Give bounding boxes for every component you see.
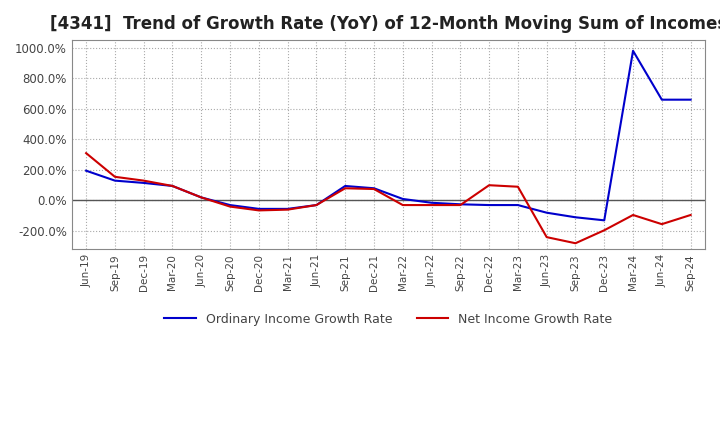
Ordinary Income Growth Rate [686,97,695,103]
Ordinary Income Growth Rate [629,48,637,53]
Legend: Ordinary Income Growth Rate, Net Income Growth Rate: Ordinary Income Growth Rate, Net Income … [159,308,618,331]
Ordinary Income Growth Rate [341,183,349,189]
Ordinary Income Growth Rate [168,183,177,189]
Net Income Growth Rate [686,213,695,218]
Net Income Growth Rate [629,213,637,218]
Net Income Growth Rate [111,174,120,180]
Ordinary Income Growth Rate [456,202,464,207]
Net Income Growth Rate [341,186,349,191]
Net Income Growth Rate [513,184,522,189]
Net Income Growth Rate [226,204,235,209]
Net Income Growth Rate [600,227,608,233]
Ordinary Income Growth Rate [657,97,666,103]
Ordinary Income Growth Rate [398,196,407,202]
Net Income Growth Rate [456,202,464,208]
Net Income Growth Rate [140,178,148,183]
Ordinary Income Growth Rate [254,206,263,212]
Line: Net Income Growth Rate: Net Income Growth Rate [86,153,690,243]
Net Income Growth Rate [369,187,378,192]
Net Income Growth Rate [312,202,320,208]
Ordinary Income Growth Rate [369,186,378,191]
Ordinary Income Growth Rate [312,202,320,208]
Ordinary Income Growth Rate [226,202,235,208]
Ordinary Income Growth Rate [485,202,493,208]
Net Income Growth Rate [657,221,666,227]
Ordinary Income Growth Rate [82,168,91,173]
Net Income Growth Rate [82,150,91,156]
Ordinary Income Growth Rate [283,206,292,212]
Net Income Growth Rate [427,202,436,208]
Ordinary Income Growth Rate [513,202,522,208]
Net Income Growth Rate [398,202,407,208]
Ordinary Income Growth Rate [600,218,608,223]
Net Income Growth Rate [254,208,263,213]
Ordinary Income Growth Rate [571,215,580,220]
Net Income Growth Rate [168,183,177,189]
Net Income Growth Rate [283,207,292,212]
Ordinary Income Growth Rate [111,178,120,183]
Line: Ordinary Income Growth Rate: Ordinary Income Growth Rate [86,51,690,220]
Ordinary Income Growth Rate [427,200,436,205]
Ordinary Income Growth Rate [197,195,206,200]
Title: [4341]  Trend of Growth Rate (YoY) of 12-Month Moving Sum of Incomes: [4341] Trend of Growth Rate (YoY) of 12-… [50,15,720,33]
Net Income Growth Rate [542,235,551,240]
Net Income Growth Rate [197,195,206,200]
Ordinary Income Growth Rate [140,180,148,186]
Net Income Growth Rate [571,241,580,246]
Net Income Growth Rate [485,183,493,188]
Ordinary Income Growth Rate [542,210,551,215]
